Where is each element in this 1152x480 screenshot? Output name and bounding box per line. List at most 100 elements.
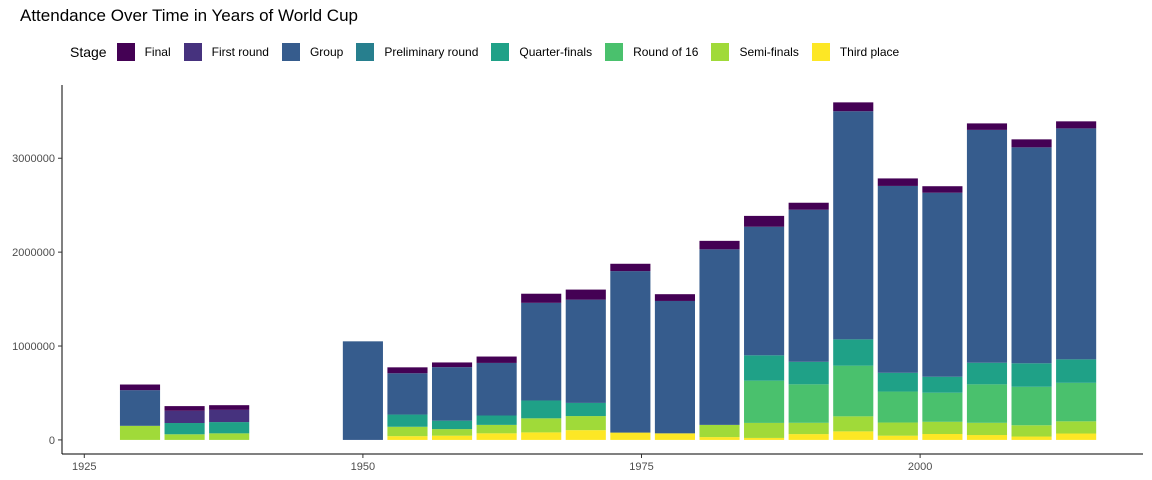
- bar-segment-1990-quarter-finals: [788, 361, 829, 385]
- bar-segment-1998-third-place: [877, 435, 918, 440]
- bar-segment-2014-round-of-16: [1056, 382, 1097, 422]
- y-tick-label: 0: [49, 435, 55, 447]
- legend-label: Final: [144, 45, 171, 59]
- bar-segment-1962-final: [476, 356, 517, 363]
- bar-segment-1974-group: [610, 271, 651, 433]
- legend-swatch: [183, 43, 202, 61]
- bar-segment-1966-group: [521, 302, 562, 401]
- bar-segment-1994-quarter-finals: [833, 339, 874, 366]
- bar-segment-2002-semi-finals: [922, 421, 963, 434]
- bar-segment-1954-final: [387, 367, 428, 374]
- bar-segment-1938-final: [209, 405, 250, 410]
- bar-segment-2002-third-place: [922, 434, 963, 440]
- bar-segment-1978-group: [654, 300, 695, 434]
- legend-swatch: [356, 43, 375, 61]
- legend-item-round-of-16: Round of 16: [605, 43, 698, 61]
- bar-segment-1970-group: [565, 299, 606, 403]
- legend-items: Final First round Group Preliminary round Qu…: [116, 43, 913, 61]
- bar-segment-1962-group: [476, 362, 517, 416]
- bar-segment-1998-quarter-finals: [877, 372, 918, 392]
- bar-segment-1930-group: [119, 390, 161, 426]
- bar-segment-1966-final: [521, 293, 562, 303]
- bar-segment-2002-group: [922, 192, 963, 377]
- bar-segment-1934-final: [164, 406, 205, 411]
- bar-segment-1958-final: [431, 362, 473, 368]
- bar-segment-1966-quarter-finals: [521, 400, 562, 419]
- bar-segment-2006-semi-finals: [966, 422, 1008, 436]
- bar-segment-1986-third-place: [744, 437, 785, 440]
- bar-segment-1994-third-place: [833, 431, 874, 440]
- bar-segment-1974-third-place: [610, 432, 651, 440]
- legend: Stage Final First round Group Preliminary r…: [70, 40, 912, 64]
- bar-segment-1934-semi-finals: [164, 434, 205, 440]
- bar-segment-2014-third-place: [1056, 433, 1097, 440]
- bar-segment-1934-first-round: [164, 410, 205, 424]
- bar-segment-2010-quarter-finals: [1011, 363, 1052, 387]
- bar-segment-1970-semi-finals: [565, 416, 606, 431]
- bar-segment-1970-quarter-finals: [565, 402, 606, 417]
- bar-segment-1986-quarter-finals: [744, 355, 785, 381]
- bar-segment-2006-third-place: [966, 435, 1008, 440]
- bar-segment-1998-round-of-16: [877, 391, 918, 423]
- bar-segment-1986-final: [744, 215, 785, 227]
- bar-segment-1990-round-of-16: [788, 384, 829, 423]
- x-tick-label: 1975: [629, 461, 653, 473]
- bar-segment-1966-semi-finals: [521, 418, 562, 433]
- bar-segment-1930-final: [119, 384, 161, 391]
- bar-segment-1982-semi-finals: [699, 424, 740, 438]
- bar-segment-1954-group: [387, 373, 428, 415]
- bar-segment-2006-quarter-finals: [966, 362, 1008, 385]
- bar-segment-1954-quarter-finals: [387, 414, 428, 427]
- legend-swatch: [605, 43, 624, 61]
- bar-segment-1950-group: [342, 341, 383, 440]
- bar-segment-1986-group: [744, 226, 785, 356]
- legend-label: Preliminary round: [384, 45, 479, 59]
- legend-label: First round: [211, 45, 269, 59]
- x-tick-label: 2000: [908, 461, 932, 473]
- bar-segment-1982-final: [699, 240, 740, 250]
- bar-segment-1990-final: [788, 202, 829, 210]
- bar-segment-2002-round-of-16: [922, 392, 963, 422]
- legend-swatch: [281, 43, 300, 61]
- bar-segment-1954-third-place: [387, 436, 428, 440]
- bar-segment-1994-semi-finals: [833, 416, 874, 432]
- bar-segment-2010-third-place: [1011, 436, 1052, 440]
- legend-label: Group: [309, 45, 344, 59]
- bar-segment-1962-third-place: [476, 433, 517, 440]
- legend-item-final: Final: [116, 43, 171, 61]
- legend-swatch: [811, 43, 830, 61]
- legend-item-first-round: First round: [183, 43, 269, 61]
- legend-title: Stage: [70, 44, 107, 60]
- bar-segment-2006-group: [966, 129, 1008, 363]
- bar-segment-1970-third-place: [565, 430, 606, 440]
- bar-segment-1998-semi-finals: [877, 422, 918, 436]
- legend-item-semi-finals: Semi-finals: [711, 43, 799, 61]
- bar-segment-1958-semi-finals: [431, 429, 473, 436]
- bar-segment-1934-quarter-finals: [164, 423, 205, 435]
- bar-segment-1994-final: [833, 102, 874, 112]
- legend-label: Round of 16: [633, 45, 699, 59]
- y-tick-label: 3000000: [12, 153, 55, 165]
- bar-segment-1998-final: [877, 178, 918, 186]
- bar-segment-2002-final: [922, 186, 963, 193]
- legend-item-group: Group: [281, 43, 344, 61]
- bar-segment-1994-round-of-16: [833, 365, 874, 417]
- bar-segment-2014-group: [1056, 128, 1097, 360]
- bar-segment-1954-semi-finals: [387, 426, 428, 437]
- bar-segment-2014-quarter-finals: [1056, 359, 1097, 383]
- bar-segment-1978-third-place: [654, 433, 695, 440]
- bar-segment-2010-semi-finals: [1011, 425, 1052, 437]
- legend-label: Semi-finals: [739, 45, 799, 59]
- bar-segment-2006-final: [966, 123, 1008, 130]
- x-tick-label: 1950: [351, 461, 375, 473]
- bar-segment-1982-third-place: [699, 437, 740, 440]
- bar-segment-1970-final: [565, 289, 606, 300]
- legend-swatch: [491, 43, 510, 61]
- bar-segment-1958-group: [431, 367, 473, 421]
- bar-segment-1986-semi-finals: [744, 422, 785, 438]
- bar-segment-1938-first-round: [209, 409, 250, 423]
- x-tick-label: 1925: [72, 461, 96, 473]
- legend-swatch: [116, 43, 135, 61]
- bar-segment-1998-group: [877, 185, 918, 373]
- bar-segment-1990-semi-finals: [788, 422, 829, 435]
